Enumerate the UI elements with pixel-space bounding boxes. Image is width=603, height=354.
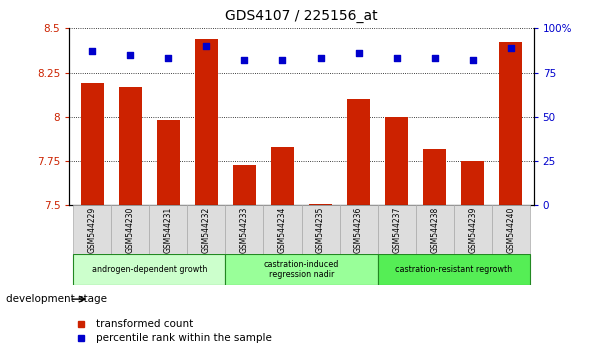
- Bar: [377, 254, 530, 285]
- Point: [277, 57, 287, 63]
- Bar: [233, 165, 256, 205]
- Bar: [415, 205, 453, 255]
- Text: percentile rank within the sample: percentile rank within the sample: [96, 333, 273, 343]
- Bar: [226, 254, 377, 285]
- Point: [430, 56, 440, 61]
- Bar: [461, 161, 484, 205]
- Bar: [226, 205, 264, 255]
- Bar: [453, 205, 492, 255]
- Bar: [302, 205, 339, 255]
- Text: androgen-dependent growth: androgen-dependent growth: [92, 265, 207, 274]
- Text: GSM544230: GSM544230: [126, 207, 134, 253]
- Point: [392, 56, 402, 61]
- Point: [354, 50, 364, 56]
- Text: GSM544239: GSM544239: [469, 207, 477, 253]
- Bar: [309, 204, 332, 205]
- Text: transformed count: transformed count: [96, 319, 194, 329]
- Bar: [264, 205, 302, 255]
- Bar: [271, 147, 294, 205]
- Bar: [423, 149, 446, 205]
- Bar: [499, 42, 522, 205]
- Text: GSM544231: GSM544231: [164, 207, 173, 253]
- Text: GSM544229: GSM544229: [87, 207, 96, 253]
- Text: GSM544235: GSM544235: [316, 207, 325, 253]
- Point: [125, 52, 135, 58]
- Bar: [119, 87, 142, 205]
- Bar: [81, 83, 104, 205]
- Text: GSM544232: GSM544232: [202, 207, 211, 253]
- Point: [239, 57, 249, 63]
- Bar: [339, 205, 377, 255]
- Bar: [492, 205, 530, 255]
- Text: GSM544240: GSM544240: [507, 207, 516, 253]
- Bar: [385, 117, 408, 205]
- Point: [163, 56, 173, 61]
- Text: GSM544233: GSM544233: [240, 207, 249, 253]
- Bar: [73, 254, 226, 285]
- Bar: [157, 120, 180, 205]
- Text: GSM544237: GSM544237: [392, 207, 401, 253]
- Text: GSM544236: GSM544236: [354, 207, 363, 253]
- Text: castration-induced
regression nadir: castration-induced regression nadir: [264, 260, 339, 279]
- Text: GSM544238: GSM544238: [430, 207, 439, 253]
- Point: [87, 48, 97, 54]
- Bar: [150, 205, 188, 255]
- Bar: [111, 205, 150, 255]
- Point: [316, 56, 326, 61]
- Bar: [347, 99, 370, 205]
- Bar: [195, 39, 218, 205]
- Text: castration-resistant regrowth: castration-resistant regrowth: [395, 265, 513, 274]
- Text: GDS4107 / 225156_at: GDS4107 / 225156_at: [225, 9, 378, 23]
- Bar: [73, 205, 111, 255]
- Text: development stage: development stage: [6, 294, 107, 304]
- Point: [468, 57, 478, 63]
- Text: GSM544234: GSM544234: [278, 207, 287, 253]
- Point: [506, 45, 516, 51]
- Point: [201, 43, 211, 49]
- Bar: [377, 205, 415, 255]
- Bar: [188, 205, 226, 255]
